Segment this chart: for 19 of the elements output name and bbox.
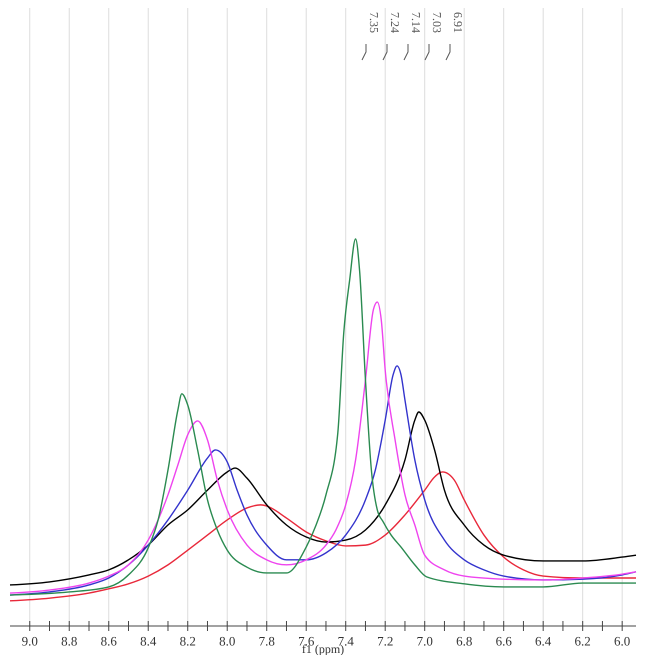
- x-tick-label: 8.0: [219, 634, 236, 649]
- x-tick-label: 8.8: [61, 634, 78, 649]
- x-tick-label: 9.0: [22, 634, 38, 649]
- text: 7.03: [430, 12, 444, 33]
- text: 7.24: [388, 12, 402, 33]
- x-tick-label: 7.0: [416, 634, 433, 649]
- x-tick-label: 7.2: [377, 634, 394, 649]
- text: 7.35: [367, 12, 381, 33]
- x-tick-label: 6.8: [456, 634, 472, 649]
- x-tick-label: 6.6: [496, 634, 512, 649]
- x-tick-label: 6.4: [535, 634, 552, 649]
- text: 6.91: [451, 12, 465, 33]
- x-tick-label: 8.6: [100, 634, 118, 649]
- text: 7.14: [409, 12, 423, 33]
- x-tick-label: 7.8: [258, 634, 275, 649]
- x-tick-label: 8.4: [140, 634, 157, 649]
- x-tick-label: 6.0: [614, 634, 630, 649]
- x-tick-label: 8.2: [180, 634, 196, 649]
- x-tick-label: 6.2: [574, 634, 591, 649]
